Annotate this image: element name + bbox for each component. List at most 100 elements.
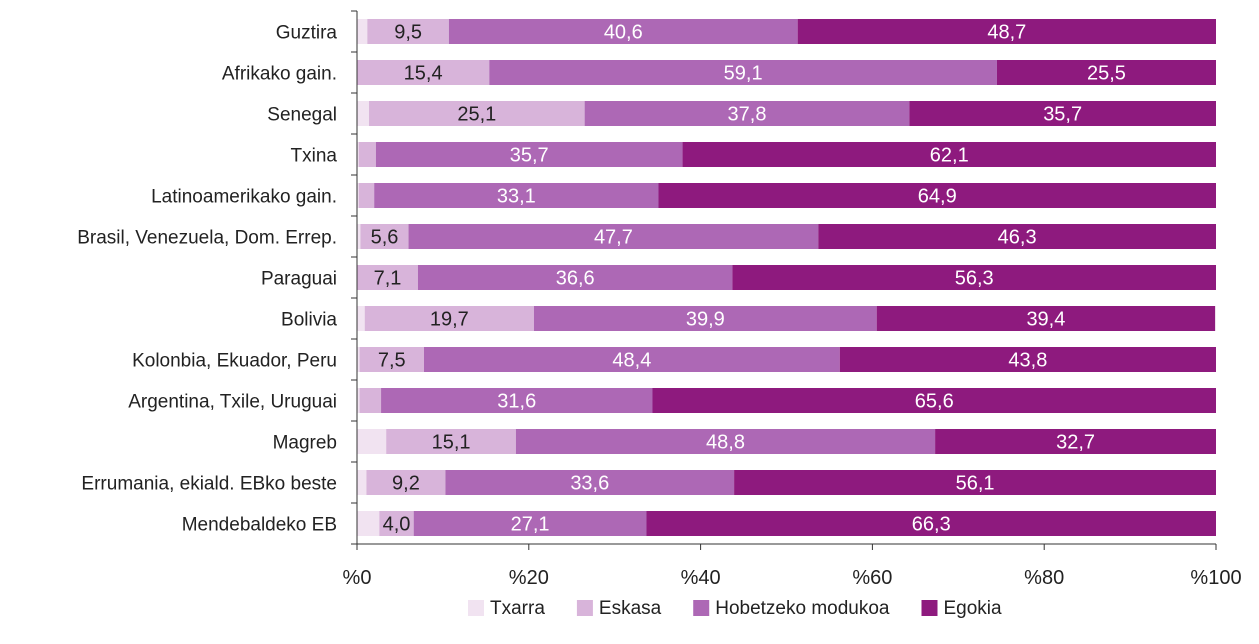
- data-label: 39,4: [1026, 309, 1065, 331]
- legend-label: Eskasa: [599, 598, 662, 619]
- data-label: 9,2: [392, 473, 420, 495]
- data-label: 31,6: [497, 391, 536, 413]
- bar-segment-egokia: [909, 101, 1216, 126]
- data-label: 25,1: [457, 104, 496, 126]
- legend-label: Txarra: [490, 598, 545, 619]
- data-label: 5,6: [371, 227, 399, 249]
- data-label: 19,7: [430, 309, 469, 331]
- data-label: 33,1: [497, 186, 536, 208]
- data-label: 35,7: [510, 145, 549, 167]
- bar-segment-txarra: [357, 388, 360, 413]
- bar-segment-txarra: [357, 470, 367, 495]
- bar-segment-eskasa: [366, 470, 446, 495]
- data-label: 35,7: [1043, 104, 1082, 126]
- bar-segment-txarra: [357, 101, 370, 126]
- bar-segment-hobetzeko-modukoa: [374, 183, 659, 208]
- category-label: Bolivia: [281, 310, 337, 331]
- bar-segment-egokia: [996, 60, 1216, 85]
- data-label: 47,7: [594, 227, 633, 249]
- category-label: Errumania, ekiald. EBko beste: [81, 474, 337, 495]
- category-label: Brasil, Venezuela, Dom. Errep.: [77, 228, 337, 249]
- data-label: 33,6: [570, 473, 609, 495]
- legend-swatch: [468, 600, 484, 616]
- labels-layer: Guztira 9,5 40,6 48,7 Afrikako gain. 15,4 59,1…: [77, 22, 1241, 590]
- data-label: 9,5: [394, 22, 422, 44]
- bar-segment-eskasa: [386, 429, 516, 454]
- data-label: 40,6: [604, 22, 643, 44]
- bar-segment-eskasa: [359, 347, 425, 372]
- data-label: 37,8: [728, 104, 767, 126]
- data-label: 56,3: [955, 268, 994, 290]
- bar-segment-hobetzeko-modukoa: [584, 101, 910, 126]
- bar-segment-eskasa: [379, 511, 414, 536]
- bar-segment-hobetzeko-modukoa: [424, 347, 840, 372]
- category-label: Guztira: [276, 23, 338, 44]
- bar-segment-hobetzeko-modukoa: [448, 19, 798, 44]
- category-label: Latinoamerikako gain.: [151, 187, 337, 208]
- data-label: 48,4: [612, 350, 651, 372]
- data-label: 15,1: [432, 432, 471, 454]
- data-label: 15,4: [404, 63, 443, 85]
- category-label: Argentina, Txile, Uruguai: [128, 392, 337, 413]
- data-label: 4,0: [383, 514, 411, 536]
- category-label: Afrikako gain.: [222, 64, 337, 85]
- bar-segment-egokia: [732, 265, 1216, 290]
- data-label: 36,6: [556, 268, 595, 290]
- category-label: Kolonbia, Ekuador, Peru: [132, 351, 337, 372]
- bar-segment-egokia: [818, 224, 1216, 249]
- bar-segment-eskasa: [358, 183, 375, 208]
- data-label: 48,8: [706, 432, 745, 454]
- data-label: 43,8: [1008, 350, 1047, 372]
- legend-swatch: [921, 600, 938, 616]
- x-tick-label: %0: [343, 567, 372, 589]
- x-tick-label: %20: [509, 567, 549, 589]
- legend-swatch: [576, 600, 593, 616]
- data-label: 39,9: [686, 309, 725, 331]
- x-tick-label: %100: [1190, 567, 1241, 589]
- data-label: 27,1: [511, 514, 550, 536]
- legend-label: Hobetzeko modukoa: [715, 598, 890, 619]
- category-label: Mendebaldeko EB: [182, 515, 337, 536]
- bar-segment-hobetzeko-modukoa: [489, 60, 997, 85]
- data-label: 56,1: [956, 473, 995, 495]
- x-tick-label: %60: [852, 567, 892, 589]
- data-label: 66,3: [912, 514, 951, 536]
- data-label: 59,1: [724, 63, 763, 85]
- bar-segment-hobetzeko-modukoa: [417, 265, 733, 290]
- bar-segment-egokia: [652, 388, 1216, 413]
- bar-segment-eskasa: [359, 388, 382, 413]
- data-label: 32,7: [1056, 432, 1095, 454]
- bar-segment-egokia: [682, 142, 1216, 167]
- category-label: Paraguai: [261, 269, 337, 290]
- legend-label: Egokia: [944, 598, 1003, 619]
- axes-layer: [351, 10, 1217, 550]
- bar-segment-hobetzeko-modukoa: [413, 511, 647, 536]
- bar-segment-txarra: [357, 19, 368, 44]
- bar-segment-eskasa: [364, 306, 534, 331]
- x-tick-label: %40: [681, 567, 721, 589]
- bar-segment-egokia: [734, 470, 1216, 495]
- bar-segment-hobetzeko-modukoa: [445, 470, 735, 495]
- bar-segment-txarra: [357, 429, 387, 454]
- category-label: Senegal: [267, 105, 337, 126]
- category-label: Txina: [291, 146, 338, 167]
- bar-segment-egokia: [646, 511, 1216, 536]
- bar-segment-txarra: [357, 183, 359, 208]
- data-label: 64,9: [918, 186, 957, 208]
- bar-segment-txarra: [357, 224, 361, 249]
- data-label: 46,3: [998, 227, 1037, 249]
- bar-segment-eskasa: [357, 265, 418, 290]
- bars-layer: [357, 19, 1216, 536]
- bar-segment-eskasa: [369, 101, 585, 126]
- bar-segment-eskasa: [358, 142, 376, 167]
- bar-segment-txarra: [357, 142, 359, 167]
- bar-segment-hobetzeko-modukoa: [533, 306, 877, 331]
- bar-segment-hobetzeko-modukoa: [381, 388, 653, 413]
- bar-segment-egokia: [797, 19, 1216, 44]
- bar-segment-txarra: [357, 306, 365, 331]
- data-label: 7,5: [378, 350, 406, 372]
- bar-segment-egokia: [839, 347, 1216, 372]
- bar-segment-txarra: [357, 347, 360, 372]
- bar-segment-txarra: [357, 511, 380, 536]
